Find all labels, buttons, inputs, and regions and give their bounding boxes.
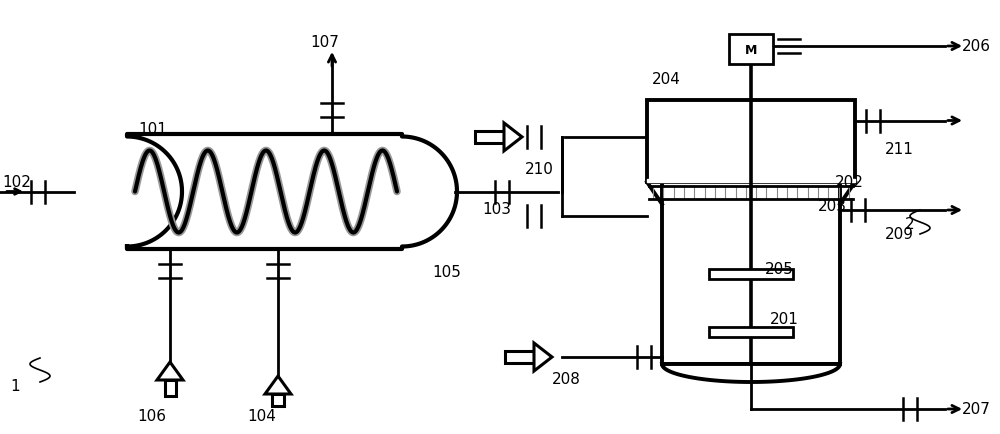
Text: 106: 106 xyxy=(138,408,166,424)
Text: 104: 104 xyxy=(248,408,276,424)
Text: 201: 201 xyxy=(770,312,799,327)
Text: 105: 105 xyxy=(432,265,461,280)
Polygon shape xyxy=(505,351,534,363)
Polygon shape xyxy=(534,343,552,371)
Bar xyxy=(662,183,840,364)
Polygon shape xyxy=(265,376,291,394)
Text: 107: 107 xyxy=(311,36,339,50)
Polygon shape xyxy=(164,380,176,396)
Text: 211: 211 xyxy=(885,142,914,157)
Text: 207: 207 xyxy=(962,401,991,417)
Text: 2: 2 xyxy=(905,217,915,232)
Text: 101: 101 xyxy=(138,122,167,137)
Text: 210: 210 xyxy=(525,162,554,177)
Polygon shape xyxy=(647,180,855,183)
Text: 209: 209 xyxy=(885,227,914,242)
Polygon shape xyxy=(504,124,522,151)
Text: 208: 208 xyxy=(552,372,581,387)
Polygon shape xyxy=(127,135,457,250)
Polygon shape xyxy=(475,132,504,144)
Polygon shape xyxy=(157,362,183,380)
Text: 204: 204 xyxy=(652,72,681,87)
Text: 103: 103 xyxy=(482,202,511,217)
Text: 202: 202 xyxy=(835,175,864,190)
Polygon shape xyxy=(272,394,284,406)
Bar xyxy=(729,35,773,65)
Text: 1: 1 xyxy=(10,378,20,394)
Bar xyxy=(709,270,793,279)
Polygon shape xyxy=(662,364,840,382)
Polygon shape xyxy=(647,183,855,204)
Text: 203: 203 xyxy=(818,199,847,214)
Bar xyxy=(709,328,793,337)
Text: M: M xyxy=(745,43,757,56)
Text: 205: 205 xyxy=(765,262,794,277)
Text: 206: 206 xyxy=(962,39,991,54)
Text: 102: 102 xyxy=(2,175,31,190)
Bar xyxy=(647,101,855,183)
